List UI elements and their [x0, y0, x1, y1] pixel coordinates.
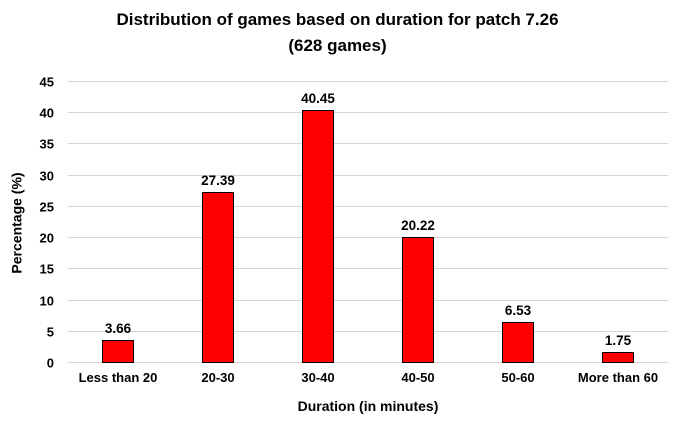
- bar-column: 40.45: [268, 82, 368, 363]
- x-tick-label: Less than 20: [78, 370, 158, 385]
- y-tick-label: 15: [39, 261, 54, 277]
- bar: [202, 191, 234, 363]
- gridline: [68, 112, 668, 114]
- x-tick-label: 40-50: [401, 370, 435, 385]
- y-tick-label: 20: [39, 230, 54, 246]
- gridline: [68, 330, 668, 332]
- y-tick-label: 5: [46, 324, 54, 340]
- gridline: [68, 362, 668, 363]
- bar-value-label: 6.53: [504, 303, 532, 319]
- chart-title: Distribution of games based on duration …: [0, 7, 675, 59]
- bar-column: 1.75: [568, 82, 668, 363]
- x-tick-label: 50-60: [501, 370, 535, 385]
- x-tick-label: 30-40: [301, 370, 335, 385]
- bars: 3.66 27.39 40.45 20.22 6.53 1.75: [68, 82, 668, 363]
- y-tick-label: 30: [39, 168, 54, 184]
- plot-area: 3.66 27.39 40.45 20.22 6.53 1.75: [68, 81, 668, 363]
- y-tick-label: 35: [39, 136, 54, 152]
- bar-column: 20.22: [368, 82, 468, 363]
- bar-column: 6.53: [468, 82, 568, 363]
- gridline: [68, 237, 668, 239]
- bar-value-label: 40.45: [301, 91, 335, 107]
- bar-value-label: 20.22: [401, 217, 435, 233]
- bar: [102, 340, 134, 363]
- y-tick-label: 10: [39, 293, 54, 309]
- bar-column: 3.66: [68, 82, 168, 363]
- bar: [402, 236, 434, 363]
- gridline: [68, 81, 668, 82]
- chart-title-line2: (628 games): [288, 36, 387, 55]
- bar: [602, 352, 634, 363]
- bar: [302, 110, 334, 363]
- x-tick-label: More than 60: [577, 370, 659, 385]
- gridline: [68, 143, 668, 145]
- bar-column: 27.39: [168, 82, 268, 363]
- bar-value-label: 3.66: [104, 321, 132, 337]
- chart-title-line1: Distribution of games based on duration …: [116, 10, 559, 29]
- y-tick-label: 25: [39, 199, 54, 215]
- bar-value-label: 27.39: [201, 172, 235, 188]
- gridline: [68, 205, 668, 207]
- gridline: [68, 174, 668, 176]
- y-tick-label: 40: [39, 105, 54, 121]
- y-axis-ticks: 0 5 10 15 20 25 30 35 40 45: [0, 75, 56, 371]
- x-axis-labels: Less than 20 20-30 30-40 40-50 50-60 More tha…: [68, 370, 668, 385]
- bar: [502, 322, 534, 363]
- gridline: [68, 268, 668, 270]
- x-axis-title: Duration (in minutes): [297, 398, 439, 414]
- y-tick-label: 45: [39, 74, 54, 90]
- y-tick-label: 0: [46, 355, 54, 371]
- bar-value-label: 1.75: [604, 333, 632, 349]
- gridlines: [68, 81, 668, 363]
- gridline: [68, 299, 668, 301]
- x-tick-label: 20-30: [201, 370, 235, 385]
